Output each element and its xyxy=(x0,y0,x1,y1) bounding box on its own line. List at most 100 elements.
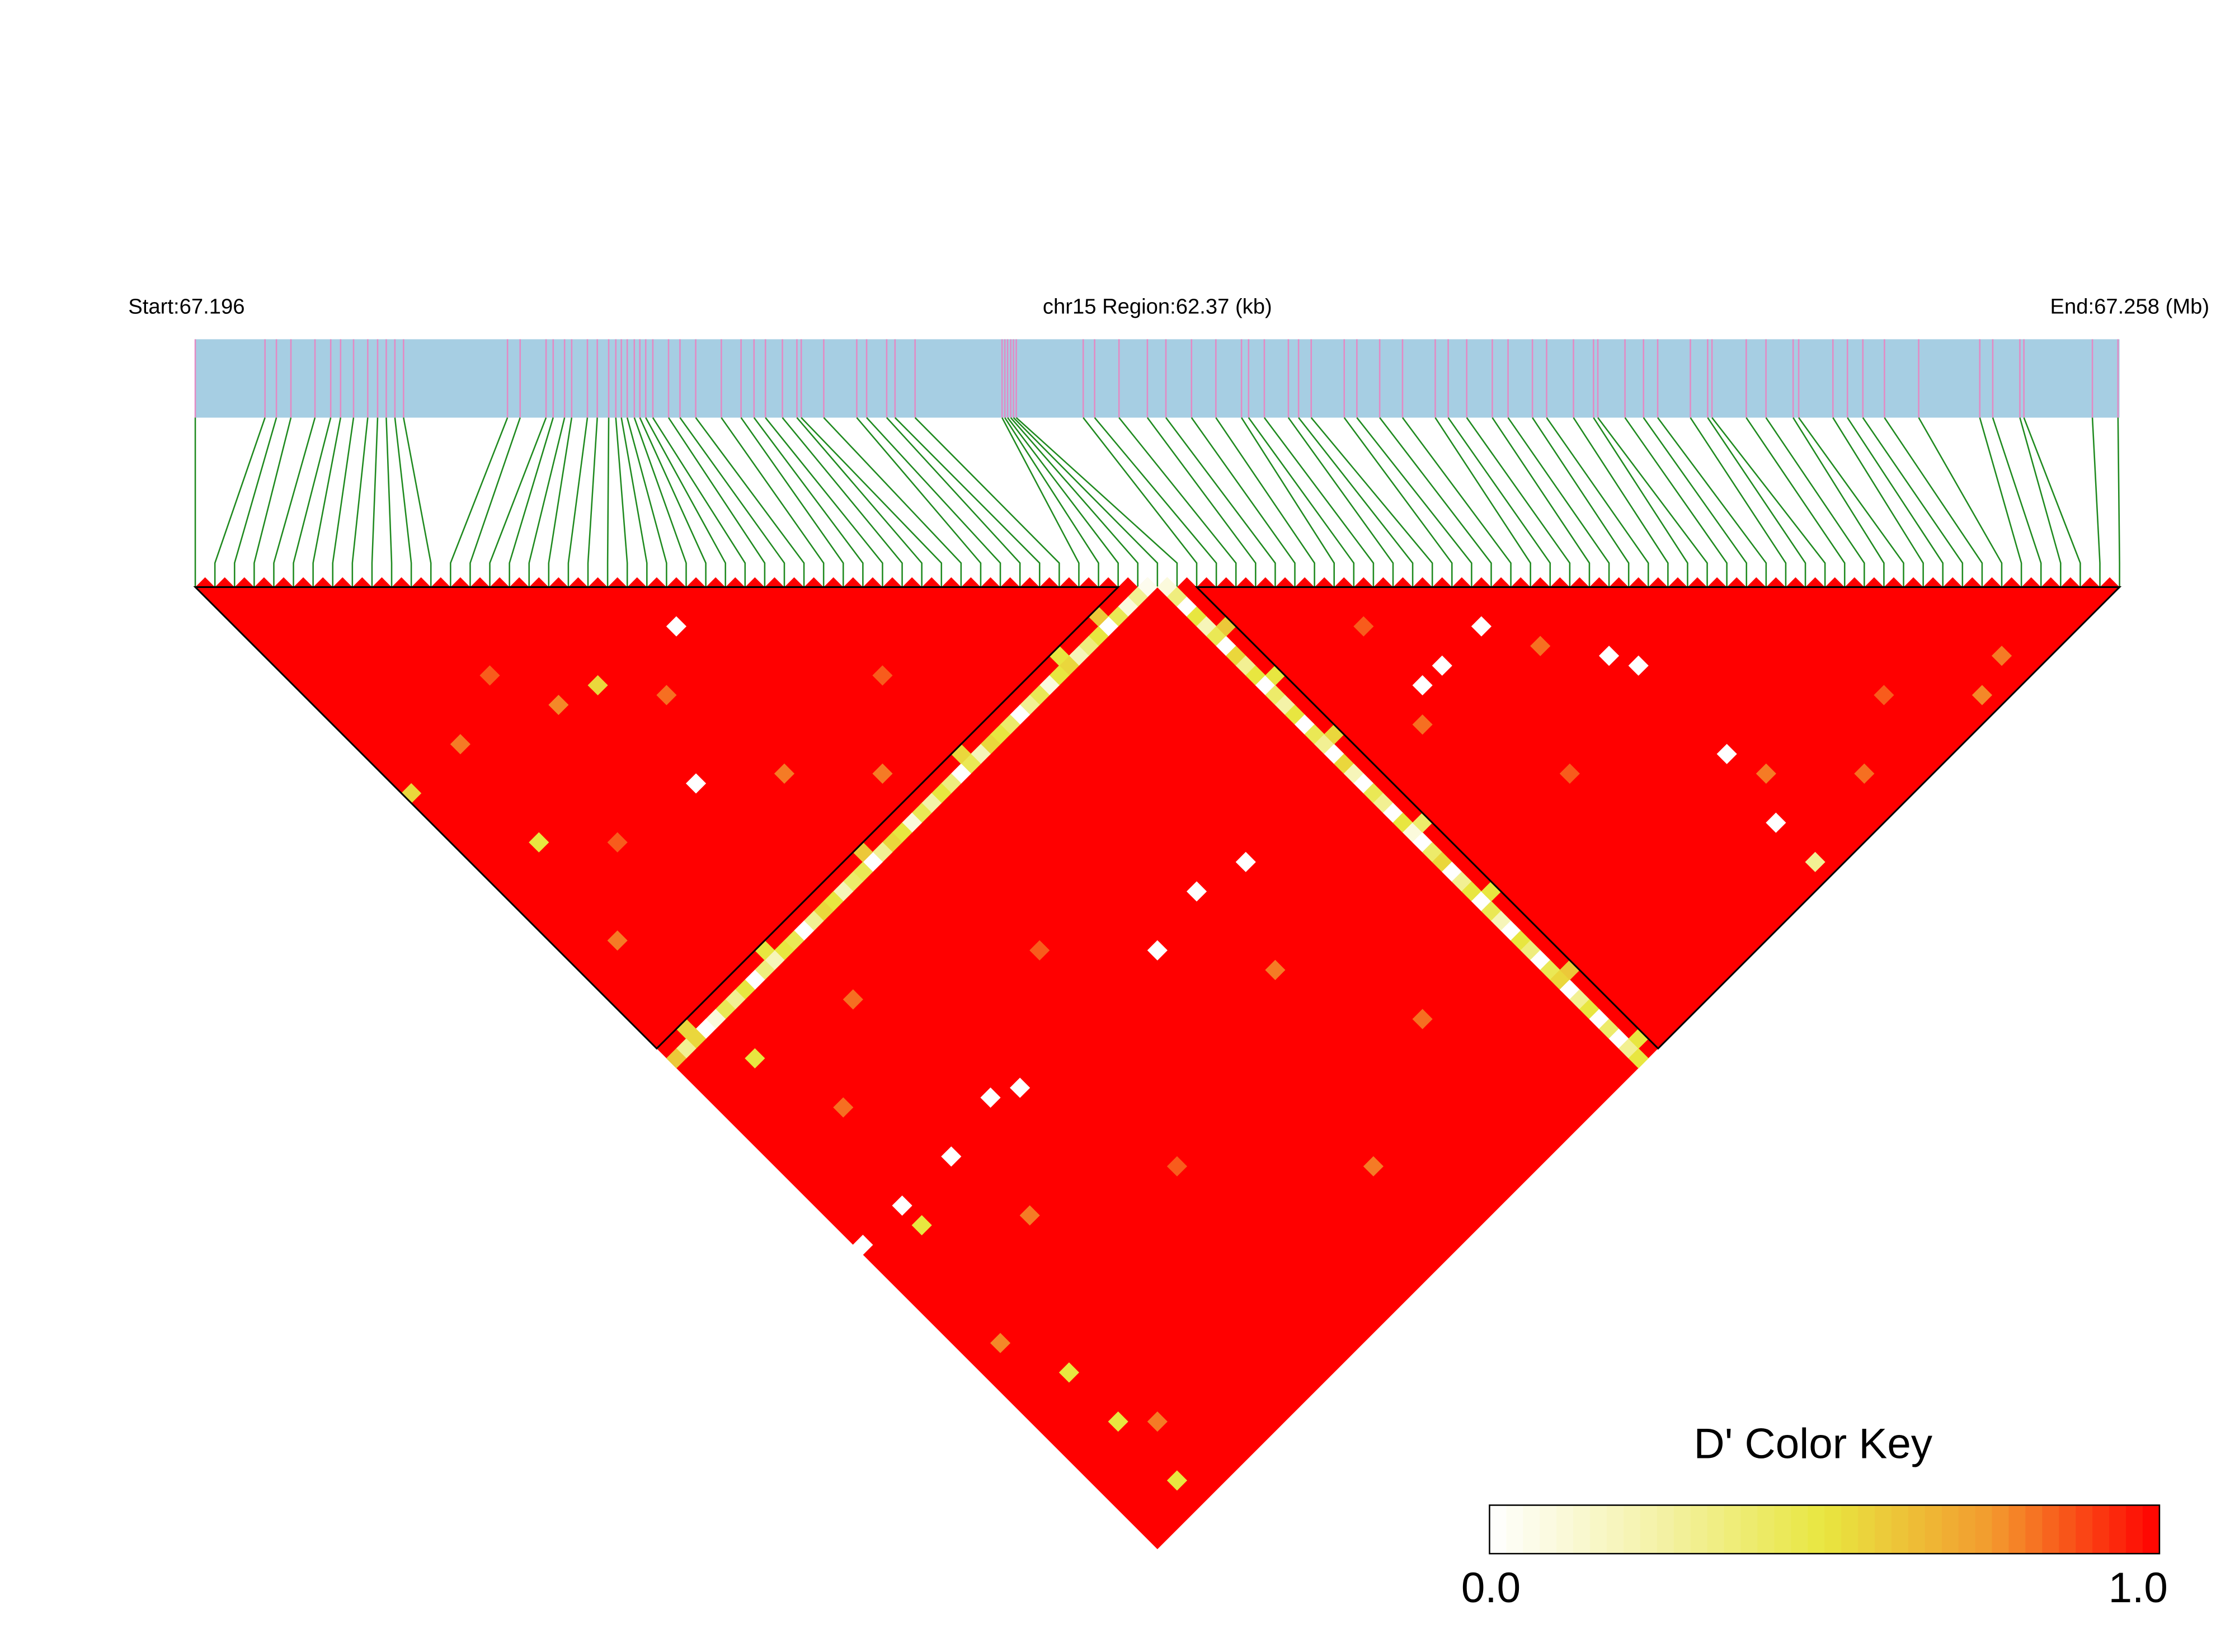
ld-cell xyxy=(1991,646,2012,666)
ld-block xyxy=(1194,586,2122,1050)
snp-connector xyxy=(753,417,864,587)
ld-cell xyxy=(1147,940,1168,961)
ld-cell xyxy=(1363,1156,1384,1176)
color-key-title: D' Color Key xyxy=(1694,1420,1933,1467)
snp-connector xyxy=(214,417,266,587)
ld-cell xyxy=(685,773,707,794)
snp-connector xyxy=(528,417,566,587)
snp-connector xyxy=(1434,417,1531,587)
ld-cell xyxy=(990,1333,1011,1353)
ld-background xyxy=(195,577,2120,1550)
color-key-swatch xyxy=(1489,1505,1507,1554)
color-key-swatch xyxy=(1975,1505,1993,1554)
snp-connector xyxy=(1263,417,1375,587)
ld-cell xyxy=(1412,675,1433,696)
ld-cell xyxy=(1530,636,1551,656)
end-label: End:67.258 (Mb) xyxy=(2050,295,2210,319)
ld-cell xyxy=(1628,655,1649,676)
color-key-swatch xyxy=(2092,1505,2110,1554)
ld-cell xyxy=(853,1235,873,1255)
snp-connector xyxy=(253,417,292,587)
snp-connector xyxy=(1690,417,1787,587)
color-key-swatch xyxy=(2076,1505,2093,1554)
snp-connector xyxy=(351,417,369,587)
ld-cell xyxy=(656,685,677,705)
snp-connector xyxy=(721,417,825,587)
snp-connector xyxy=(1191,417,1296,587)
color-key-swatch xyxy=(1925,1505,1942,1554)
ld-cell xyxy=(1010,1077,1031,1098)
ld-cell xyxy=(607,832,628,853)
snp-connector xyxy=(273,417,316,587)
snp-connector xyxy=(1546,417,1649,587)
snp-connector xyxy=(587,417,598,587)
snp-connector xyxy=(1862,417,1964,587)
color-key-swatch xyxy=(1623,1505,1641,1554)
ld-cell xyxy=(1353,616,1374,637)
snp-connector xyxy=(1356,417,1472,587)
snp-connector xyxy=(1083,417,1198,587)
snp-connector xyxy=(615,417,628,587)
ld-cell xyxy=(1854,763,1875,784)
ld-cell xyxy=(833,1097,854,1118)
color-key-swatch xyxy=(1841,1505,1859,1554)
color-key-swatch xyxy=(2008,1505,2026,1554)
ld-cell xyxy=(872,763,893,784)
ld-cell xyxy=(1166,1470,1188,1491)
snp-connector xyxy=(886,417,1021,587)
snp-connector xyxy=(489,417,547,587)
snp-connector xyxy=(645,417,726,587)
snp-connector xyxy=(1401,417,1512,587)
snp-connector xyxy=(1765,417,1865,587)
ld-cell xyxy=(1108,1411,1128,1432)
color-key-swatch xyxy=(1590,1505,1608,1554)
ld-cell xyxy=(1805,851,1825,872)
snp-connector xyxy=(695,417,805,587)
snp-connector xyxy=(679,417,785,587)
ld-cell xyxy=(479,665,500,686)
snp-connector xyxy=(1165,417,1276,587)
color-key-swatch xyxy=(1824,1505,1842,1554)
color-key-swatch xyxy=(1657,1505,1674,1554)
snp-connector xyxy=(1847,417,1944,587)
snp-connector xyxy=(1624,417,1728,587)
snp-connector xyxy=(567,417,589,587)
color-key-swatch xyxy=(1640,1505,1658,1554)
snp-connector xyxy=(1643,417,1748,587)
ld-cell xyxy=(1432,655,1452,676)
ld-cell xyxy=(892,1195,912,1216)
snp-connector xyxy=(620,417,648,587)
snp-connector xyxy=(1241,417,1335,587)
snp-connector xyxy=(1007,417,1119,587)
ld-cell xyxy=(941,1146,962,1167)
color-key-swatch xyxy=(1573,1505,1591,1554)
chart-title: chr15 Region:62.37 (kb) xyxy=(1043,295,1272,319)
snp-connector xyxy=(1707,417,1806,587)
ld-cell xyxy=(1235,851,1256,872)
ld-cell xyxy=(529,832,549,853)
snp-connector xyxy=(1507,417,1610,587)
color-key-swatch xyxy=(1556,1505,1574,1554)
ld-block xyxy=(193,586,1121,1050)
color-key-swatch xyxy=(1941,1505,1959,1554)
snp-connector xyxy=(1918,417,2003,587)
start-label: Start:67.196 xyxy=(128,295,244,319)
color-key-tick-label: 0.0 xyxy=(1461,1564,1521,1612)
ld-cell xyxy=(1874,685,1894,705)
snp-connector xyxy=(293,417,332,587)
snp-connector xyxy=(1832,417,1924,587)
color-key-swatch xyxy=(1506,1505,1524,1554)
ld-cell xyxy=(548,694,569,716)
position-bar xyxy=(195,339,2120,418)
snp-connector xyxy=(740,417,844,587)
snp-connector xyxy=(1979,417,2022,587)
ld-cell xyxy=(1265,959,1286,980)
color-key-swatch xyxy=(1774,1505,1792,1554)
snp-connector xyxy=(866,417,1001,587)
ld-cell xyxy=(450,734,470,755)
ld-cell xyxy=(666,1048,687,1069)
color-key-swatch xyxy=(2109,1505,2127,1554)
ld-cell xyxy=(774,763,795,784)
color-key-frame xyxy=(1489,1504,2161,1555)
ld-cell xyxy=(1971,685,1993,705)
